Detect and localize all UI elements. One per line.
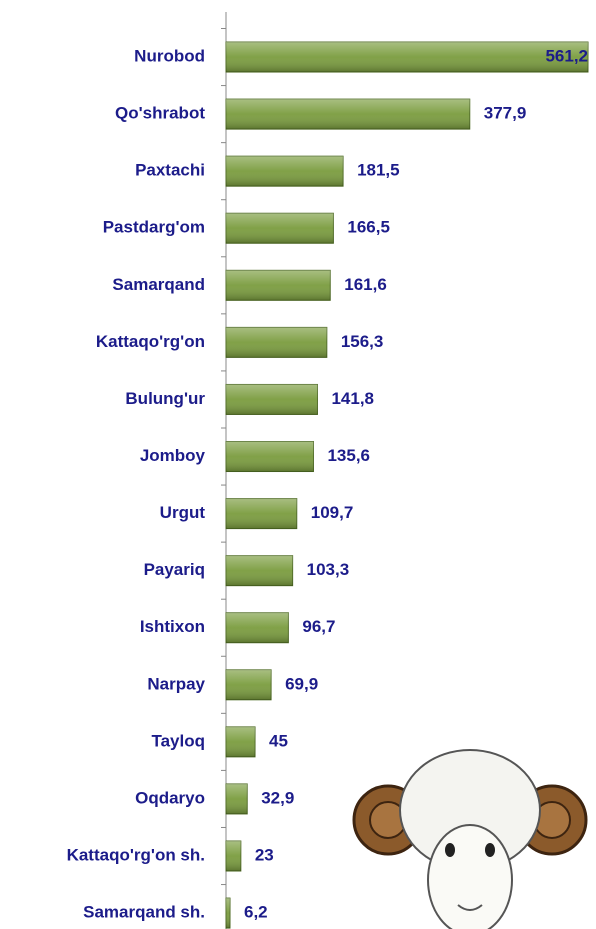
- ram-illustration: [354, 750, 586, 929]
- bar-shine: [226, 42, 588, 72]
- value-label: 23: [255, 845, 274, 864]
- bar-shine: [226, 270, 330, 300]
- bar-shine: [226, 327, 327, 357]
- page: {"chart_data": {"type": "bar", "orientat…: [0, 0, 596, 929]
- category-label: Tayloq: [151, 731, 205, 750]
- bar-shine: [226, 613, 288, 643]
- bar-shine: [226, 384, 317, 414]
- bar-shine: [226, 784, 247, 814]
- category-label: Pastdarg'om: [103, 218, 205, 237]
- category-label: Paxtachi: [135, 161, 205, 180]
- bar-shine: [226, 670, 271, 700]
- category-label: Ishtixon: [140, 617, 205, 636]
- value-label: 103,3: [307, 560, 350, 579]
- category-label: Samarqand: [112, 275, 205, 294]
- category-label: Oqdaryo: [135, 788, 205, 807]
- value-label: 561,2: [545, 47, 588, 66]
- category-label: Jomboy: [140, 446, 206, 465]
- bar-shine: [226, 156, 343, 186]
- value-label: 141,8: [331, 389, 374, 408]
- value-label: 161,6: [344, 275, 387, 294]
- category-label: Nurobod: [134, 47, 205, 66]
- category-label: Narpay: [147, 674, 205, 693]
- bar-shine: [226, 499, 297, 529]
- value-label: 96,7: [302, 617, 335, 636]
- value-label: 377,9: [484, 104, 527, 123]
- bar-shine: [226, 442, 313, 472]
- bar-shine: [226, 99, 470, 129]
- value-label: 109,7: [311, 503, 354, 522]
- bar-shine: [226, 213, 333, 243]
- value-label: 32,9: [261, 788, 294, 807]
- category-label: Samarqand sh.: [83, 903, 205, 922]
- value-label: 156,3: [341, 332, 384, 351]
- category-label: Qo'shrabot: [115, 104, 205, 123]
- value-label: 181,5: [357, 161, 400, 180]
- category-label: Urgut: [160, 503, 206, 522]
- category-label: Payariq: [144, 560, 205, 579]
- bar-shine: [226, 556, 293, 586]
- chart: Nurobod 561,2 Qo'shrabot 377,9 Paxtachi 181,5…: [0, 0, 596, 929]
- category-label: Kattaqo'rg'on sh.: [67, 845, 205, 864]
- value-label: 6,2: [244, 903, 268, 922]
- category-label: Kattaqo'rg'on: [96, 332, 205, 351]
- category-label: Bulung'ur: [125, 389, 205, 408]
- bar-shine: [226, 727, 255, 757]
- value-label: 135,6: [327, 446, 370, 465]
- value-label: 69,9: [285, 674, 318, 693]
- bar-shine: [226, 841, 241, 871]
- value-label: 45: [269, 731, 288, 750]
- bar-shine: [226, 898, 230, 928]
- value-label: 166,5: [347, 218, 390, 237]
